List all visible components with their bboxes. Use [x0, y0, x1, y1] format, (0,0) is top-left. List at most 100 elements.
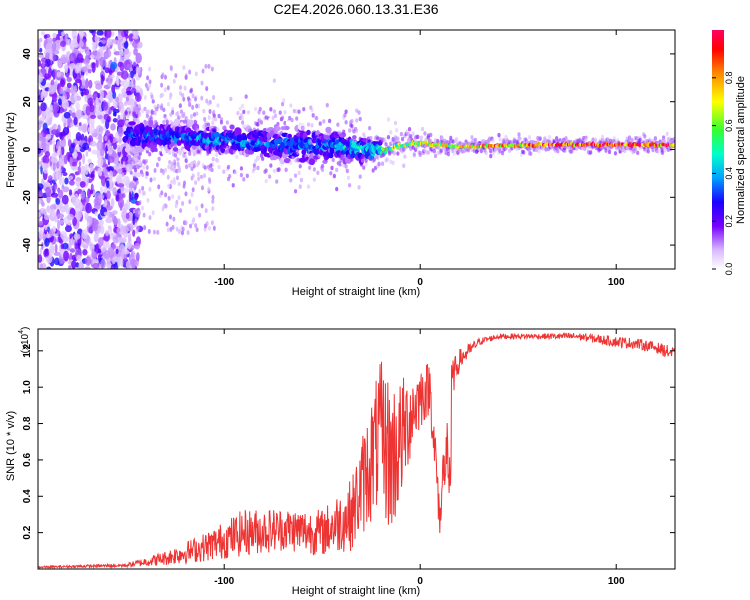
spectral-noise-blob — [130, 70, 135, 79]
spectral-band-halo — [589, 150, 593, 155]
spectral-band-core — [382, 147, 386, 152]
spectral-noise-blob — [52, 49, 60, 55]
spectral-band-core — [271, 155, 280, 161]
spectral-band-halo — [206, 122, 211, 127]
spectral-noise-blob — [76, 53, 84, 62]
spectral-noise-blob — [115, 161, 120, 172]
spectral-noise-blob — [96, 51, 101, 58]
spectral-noise-blob — [104, 30, 107, 37]
spectral-noise-blob — [47, 175, 53, 181]
spectral-noise-blob — [46, 226, 51, 233]
spectral-band-halo — [295, 116, 299, 121]
spectral-band-halo — [527, 135, 532, 140]
spectral-noise-blob — [128, 81, 135, 88]
spectral-band-halo — [229, 96, 233, 102]
spectral-noise-blob — [200, 80, 204, 86]
spectral-band-core — [128, 115, 133, 124]
snr-series-line — [38, 332, 675, 569]
spectral-noise-blob — [124, 101, 127, 107]
spectral-noise-blob — [212, 94, 216, 100]
spectral-band-halo — [593, 137, 598, 142]
spectral-noise-blob — [44, 237, 50, 247]
spectral-band-core — [325, 126, 332, 134]
spectral-band-halo — [216, 127, 220, 132]
spectral-band-halo — [420, 126, 425, 132]
spectral-noise-blob — [88, 173, 95, 178]
spectral-noise-blob — [38, 199, 42, 205]
spectral-band-halo — [148, 152, 152, 157]
spectral-band-core — [287, 133, 293, 139]
spectral-noise-blob — [189, 223, 193, 229]
spectral-noise-blob — [99, 89, 105, 100]
spectral-noise-blob — [87, 97, 94, 106]
spectral-noise-blob — [106, 180, 110, 188]
spectral-noise-blob — [54, 257, 60, 266]
spectral-noise-blob — [141, 185, 145, 191]
spectral-noise-blob — [148, 215, 152, 221]
spectral-noise-blob — [133, 48, 138, 56]
spectral-band-halo — [236, 110, 240, 116]
spectral-band-halo — [331, 157, 335, 163]
spectral-noise-blob — [101, 236, 109, 241]
spectral-noise-blob — [38, 212, 41, 218]
spectral-noise-blob — [197, 160, 201, 166]
spectral-noise-blob — [147, 228, 151, 234]
spectral-noise-blob — [128, 191, 132, 203]
spectral-noise-blob — [117, 256, 121, 268]
spectral-band-core — [176, 140, 182, 146]
spectral-noise-blob — [130, 87, 137, 94]
spectral-noise-blob — [148, 79, 152, 85]
spectral-noise-blob — [112, 137, 117, 144]
spectral-noise-blob — [102, 75, 105, 82]
spectral-noise-blob — [94, 128, 99, 134]
spectral-band-halo — [342, 132, 346, 138]
spectral-noise-blob — [112, 118, 118, 123]
spectral-noise-blob — [164, 203, 168, 209]
spectral-band-halo — [292, 108, 296, 114]
spectral-band-halo — [193, 180, 198, 185]
spectral-noise-blob — [62, 186, 70, 193]
spectral-noise-blob — [175, 175, 179, 181]
spectral-band-core — [329, 147, 335, 155]
spectral-noise-blob — [138, 200, 142, 206]
spectral-band-halo — [439, 148, 443, 153]
spectral-band-halo — [181, 93, 185, 98]
spectral-noise-blob — [185, 164, 189, 170]
spectral-noise-blob — [179, 208, 183, 214]
spectral-band-halo — [269, 107, 273, 112]
spectral-noise-blob — [38, 183, 44, 190]
spectral-band-halo — [299, 178, 304, 183]
spectral-noise-blob — [78, 209, 83, 218]
spectral-noise-blob — [73, 116, 78, 126]
spectral-noise-blob — [129, 170, 133, 175]
spectral-band-halo — [489, 148, 493, 154]
spectral-noise-blob — [191, 187, 195, 193]
spectral-band-halo — [277, 167, 281, 172]
spectral-noise-blob — [60, 243, 65, 250]
spectral-band-halo — [320, 164, 325, 169]
spectral-noise-blob — [109, 133, 114, 143]
spectral-noise-blob — [182, 96, 186, 102]
spectral-noise-blob — [94, 34, 99, 44]
spectral-noise-blob — [79, 79, 82, 87]
spectral-band-halo — [391, 160, 395, 166]
spectral-band-halo — [570, 149, 574, 154]
spectral-band-halo — [258, 107, 262, 112]
spectral-noise-blob — [97, 236, 104, 247]
spectral-noise-blob — [210, 220, 214, 226]
spectral-noise-blob — [126, 241, 132, 250]
spectral-noise-blob — [177, 229, 181, 235]
spectral-noise-blob — [143, 225, 147, 231]
spectral-noise-blob — [100, 258, 106, 269]
spectral-band-halo — [335, 167, 339, 173]
spectral-noise-blob — [138, 188, 142, 194]
spectral-noise-blob — [51, 92, 58, 103]
spectral-noise-blob — [184, 220, 188, 226]
spectral-noise-blob — [43, 214, 51, 221]
spectral-noise-blob — [135, 229, 139, 235]
spectral-noise-blob — [137, 209, 141, 215]
spectral-noise-blob — [91, 93, 98, 99]
spectrogram-heatmap — [38, 30, 675, 269]
spectral-noise-blob — [121, 172, 125, 177]
spectral-noise-blob — [99, 186, 104, 196]
